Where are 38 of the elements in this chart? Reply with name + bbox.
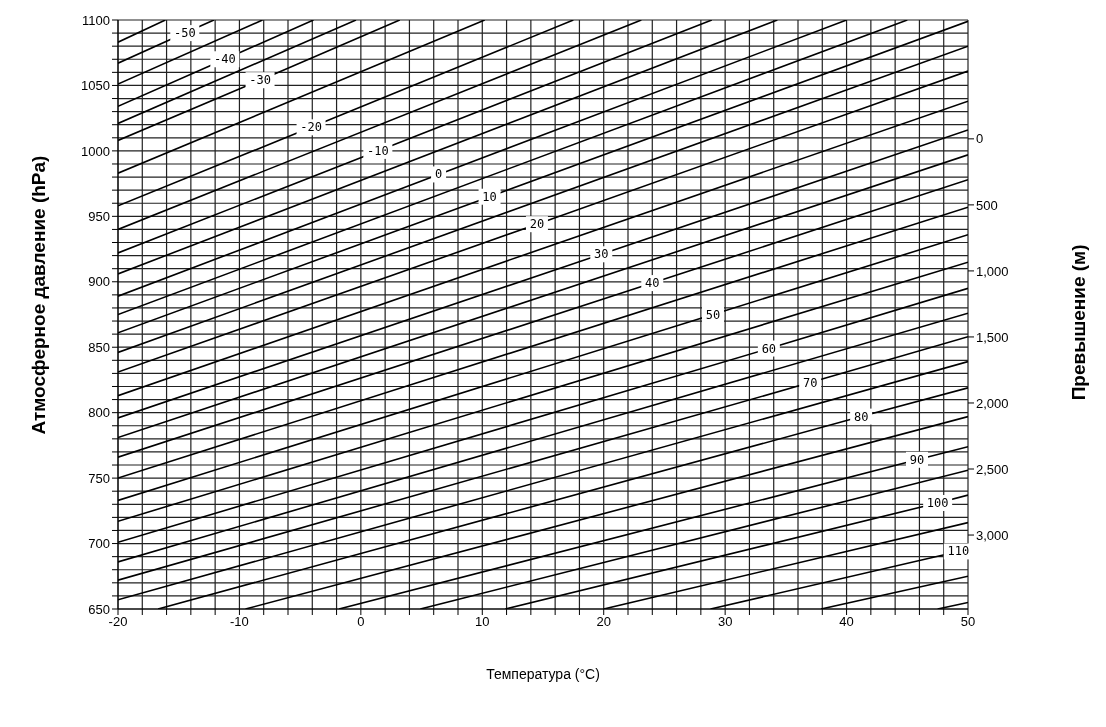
y-tick-label: 1000 [81,143,110,159]
y-tick-label: 850 [88,339,110,355]
y2-axis-title: Превышение (м) [1067,244,1089,401]
x-tick-label: 50 [960,614,976,630]
series-label: 30 [594,247,609,262]
series-label: 10 [482,189,497,204]
series-label: 40 [645,276,660,291]
x-axis-title: Температура (°C) [486,666,600,682]
series-label: 80 [853,409,869,424]
y-tick-label: 1050 [81,78,110,94]
y2-tick-label: 1,500 [976,329,1009,345]
y-tick-label: 1100 [82,12,110,28]
series-label: 20 [529,217,545,232]
series-label: 60 [761,341,777,356]
y-tick-label: 650 [88,601,110,617]
series-label: 90 [909,452,925,467]
x-tick-label: 20 [596,614,611,630]
series-label: 70 [802,375,818,390]
x-tick-label: 0 [357,614,365,630]
y-tick-label: 900 [88,274,110,290]
y-tick-label: 700 [88,536,110,552]
y2-tick-label: 0 [976,131,984,147]
y-axis-title: Атмосферное давление (hPa) [27,155,49,435]
y-tick-label: 950 [88,208,110,224]
x-tick-label: 40 [839,614,854,630]
series-label: 0 [434,167,443,182]
series-label: 50 [705,307,721,322]
y-tick-label: 800 [88,405,110,421]
x-tick-label: -20 [108,614,128,630]
y2-tick-label: 3,000 [976,527,1009,543]
x-tick-label: 10 [475,614,490,630]
y2-tick-label: 2,500 [976,461,1009,477]
x-tick-label: -10 [230,614,249,630]
y2-tick-label: 500 [976,197,998,213]
y-tick-label: 750 [88,470,110,486]
y2-tick-label: 1,000 [976,263,1009,279]
y2-tick-label: 2,000 [976,395,1009,411]
x-tick-label: 30 [717,614,733,630]
